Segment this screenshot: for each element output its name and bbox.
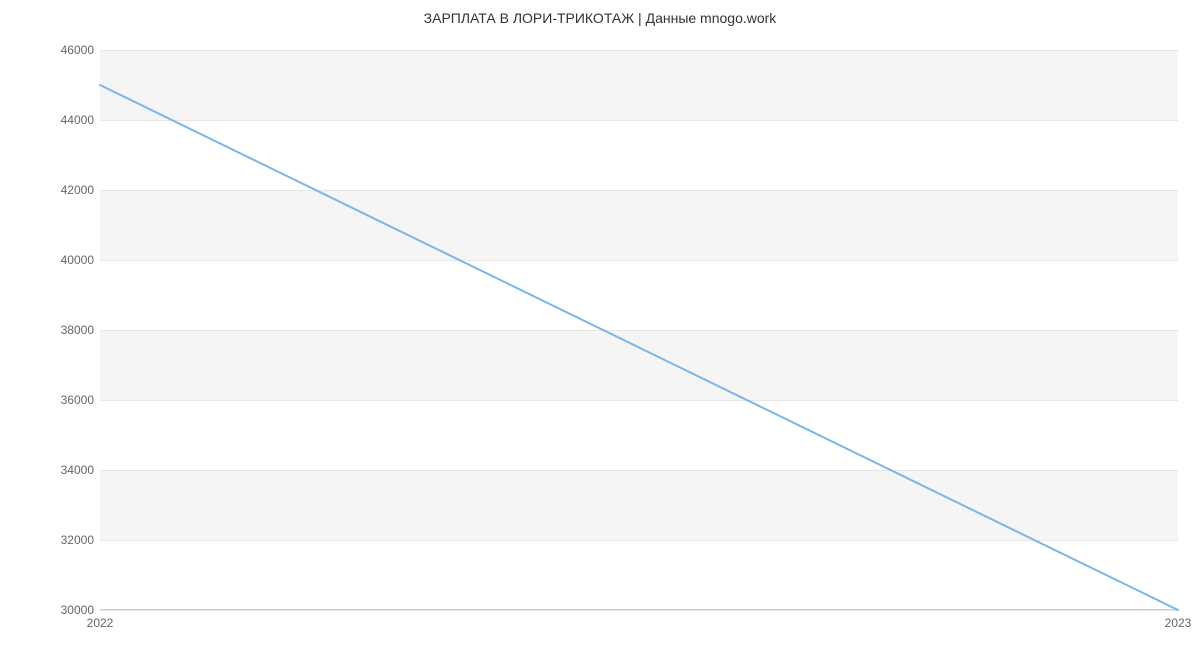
y-tick-label: 34000 — [61, 463, 94, 477]
series-line-salary — [100, 85, 1178, 610]
line-layer — [100, 50, 1178, 610]
x-tick-label: 2023 — [1165, 616, 1192, 630]
y-tick-label: 46000 — [61, 43, 94, 57]
y-tick-label: 38000 — [61, 323, 94, 337]
chart-title: ЗАРПЛАТА В ЛОРИ-ТРИКОТАЖ | Данные mnogo.… — [0, 10, 1200, 26]
y-tick-label: 44000 — [61, 113, 94, 127]
x-tick-label: 2022 — [87, 616, 114, 630]
y-tick-label: 40000 — [61, 253, 94, 267]
salary-line-chart: ЗАРПЛАТА В ЛОРИ-ТРИКОТАЖ | Данные mnogo.… — [0, 0, 1200, 650]
y-tick-label: 42000 — [61, 183, 94, 197]
y-tick-label: 32000 — [61, 533, 94, 547]
plot-area: 3000032000340003600038000400004200044000… — [100, 50, 1178, 610]
y-tick-label: 36000 — [61, 393, 94, 407]
y-tick-label: 30000 — [61, 603, 94, 617]
